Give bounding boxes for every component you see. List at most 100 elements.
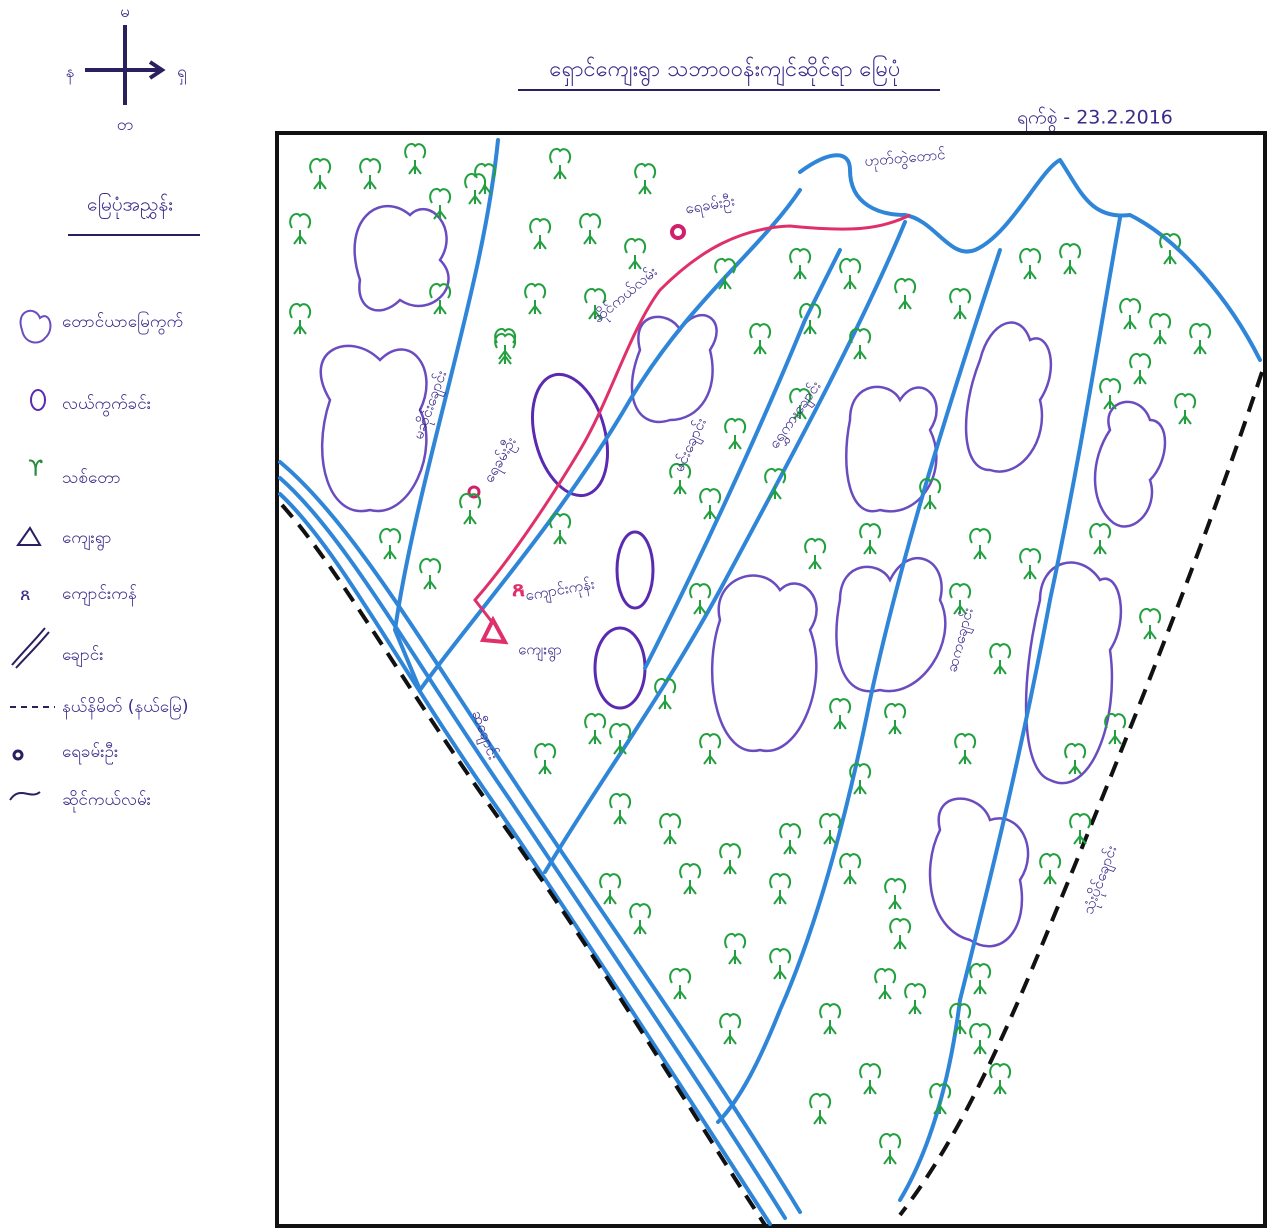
tree-symbol <box>1104 712 1127 745</box>
village-symbol <box>479 615 509 645</box>
tree-symbol <box>529 217 552 250</box>
map-title: ရှောင်ကျေးရွာ သဘာဝဝန်းကျင်ဆိုင်ရာ မြေပုံ <box>549 55 900 87</box>
tree-symbol <box>714 257 737 290</box>
tree-symbol <box>359 157 382 190</box>
tree-symbol <box>839 257 862 290</box>
tree-symbol <box>419 557 442 590</box>
stream <box>418 188 802 692</box>
legend-label: နယ်နိမိတ် (နယ်မြေ) <box>62 695 188 720</box>
legend-label: ကျောင်းကန် <box>62 584 137 607</box>
tree-symbol <box>819 812 842 845</box>
legend-symbol <box>30 389 46 411</box>
tree-symbol <box>904 982 927 1015</box>
legend-symbol <box>19 309 52 344</box>
legend-label: ရေခမ်းဦး <box>62 742 118 765</box>
tree-symbol <box>634 162 657 195</box>
tree-symbol <box>724 932 747 965</box>
stream <box>543 220 907 874</box>
map-label: ဟုတ်တွဲတောင် <box>864 145 947 173</box>
legend: တောင်ယာမြေကွက်လယ်ကွက်ခင်း ϒ သစ်တောကျေးရွာ ጸ… <box>9 309 188 813</box>
tree-symbol <box>799 302 822 335</box>
tree-symbol <box>1069 812 1092 845</box>
legend-symbol: ጸ <box>20 584 31 605</box>
tree-symbol <box>549 147 572 180</box>
tree-symbol <box>919 477 942 510</box>
tree-symbol <box>929 1082 952 1115</box>
tree-symbol <box>719 1012 742 1045</box>
map-label: သုံးပိုင်ချောင်း <box>1079 843 1123 918</box>
tree-symbol <box>859 1062 882 1095</box>
tree-symbol <box>724 417 747 450</box>
tree-symbol <box>1119 297 1142 330</box>
tree-symbol <box>669 462 692 495</box>
legend-symbol <box>11 627 50 669</box>
tree-symbol <box>804 537 827 570</box>
tree-symbol <box>719 842 742 875</box>
tree-symbol <box>884 702 907 735</box>
compass-east: ရှ <box>177 62 187 85</box>
tree-symbol <box>534 742 557 775</box>
tree-symbol <box>459 492 482 525</box>
tree-symbol <box>764 467 787 500</box>
tree-symbol <box>949 582 972 615</box>
tree-symbol <box>699 487 722 520</box>
spring-symbol <box>467 485 481 499</box>
tree-symbol <box>849 762 872 795</box>
school-symbol: ጸ <box>512 577 525 602</box>
tree-symbol <box>1039 852 1062 885</box>
tree-symbol <box>1064 742 1087 775</box>
map-label: မင်းချောင်း <box>669 415 712 476</box>
forest <box>289 142 1212 1165</box>
compass-west: န <box>66 62 75 85</box>
tree-symbol <box>584 712 607 745</box>
motorcycle-road <box>473 213 911 623</box>
tree-symbol <box>524 282 547 315</box>
legend-symbol <box>16 526 42 546</box>
legend-label: ဆိုင်ကယ်လမ်း <box>62 790 151 813</box>
map-label: ရေခမ်းဦး <box>684 191 737 220</box>
tree-symbol <box>879 1132 902 1165</box>
legend-label: ချောင်း <box>62 645 104 668</box>
tree-symbol <box>849 327 872 360</box>
map-label: ရေခမ်းဦး <box>479 434 522 488</box>
tree-symbol <box>609 722 632 755</box>
tree-symbol <box>874 967 897 1000</box>
legend-symbol: ϒ <box>28 457 43 482</box>
legend-symbol <box>12 749 24 761</box>
stream <box>716 248 1002 1124</box>
tree-symbol <box>1149 312 1172 345</box>
tree-symbol <box>579 212 602 245</box>
spring-symbol <box>670 224 686 240</box>
tree-symbol <box>429 282 452 315</box>
tree-symbol <box>1019 547 1042 580</box>
tree-symbol <box>1139 607 1162 640</box>
tree-symbol <box>1099 377 1122 410</box>
legend-label: ကျေးရွာ <box>62 528 112 551</box>
compass-north: မ <box>120 2 130 22</box>
tree-symbol <box>404 142 427 175</box>
tree-symbol <box>989 1062 1012 1095</box>
map-frame <box>275 131 1267 1228</box>
tree-symbol <box>1059 242 1082 275</box>
main-river <box>278 460 802 1214</box>
tree-symbol <box>1129 352 1152 385</box>
ridge-outline <box>798 153 1262 362</box>
stream <box>393 138 500 692</box>
map-label: မဆိုင်းချောင်း <box>409 368 453 443</box>
tree-symbol <box>1189 322 1212 355</box>
tree-symbol <box>474 162 497 195</box>
tree-symbol <box>969 1022 992 1055</box>
cultivation-areas <box>319 204 1167 948</box>
tree-symbol <box>659 812 682 845</box>
tree-symbol <box>969 962 992 995</box>
tree-symbol <box>809 1092 832 1125</box>
tree-symbol <box>309 157 332 190</box>
legend-label: လယ်ကွက်ခင်း <box>62 394 151 417</box>
tree-symbol <box>949 1002 972 1035</box>
map-label: ဆကချောင်း <box>942 606 979 675</box>
tree-symbol <box>989 642 1012 675</box>
tree-symbol <box>669 967 692 1000</box>
map-labels: ဟုတ်တွဲတောင်ရေခမ်းဦးဆိုင်ကယ်လမ်းမဆိုင်းခ… <box>409 145 1123 918</box>
legend-title: မြေပုံအညွှန်း <box>87 192 173 220</box>
